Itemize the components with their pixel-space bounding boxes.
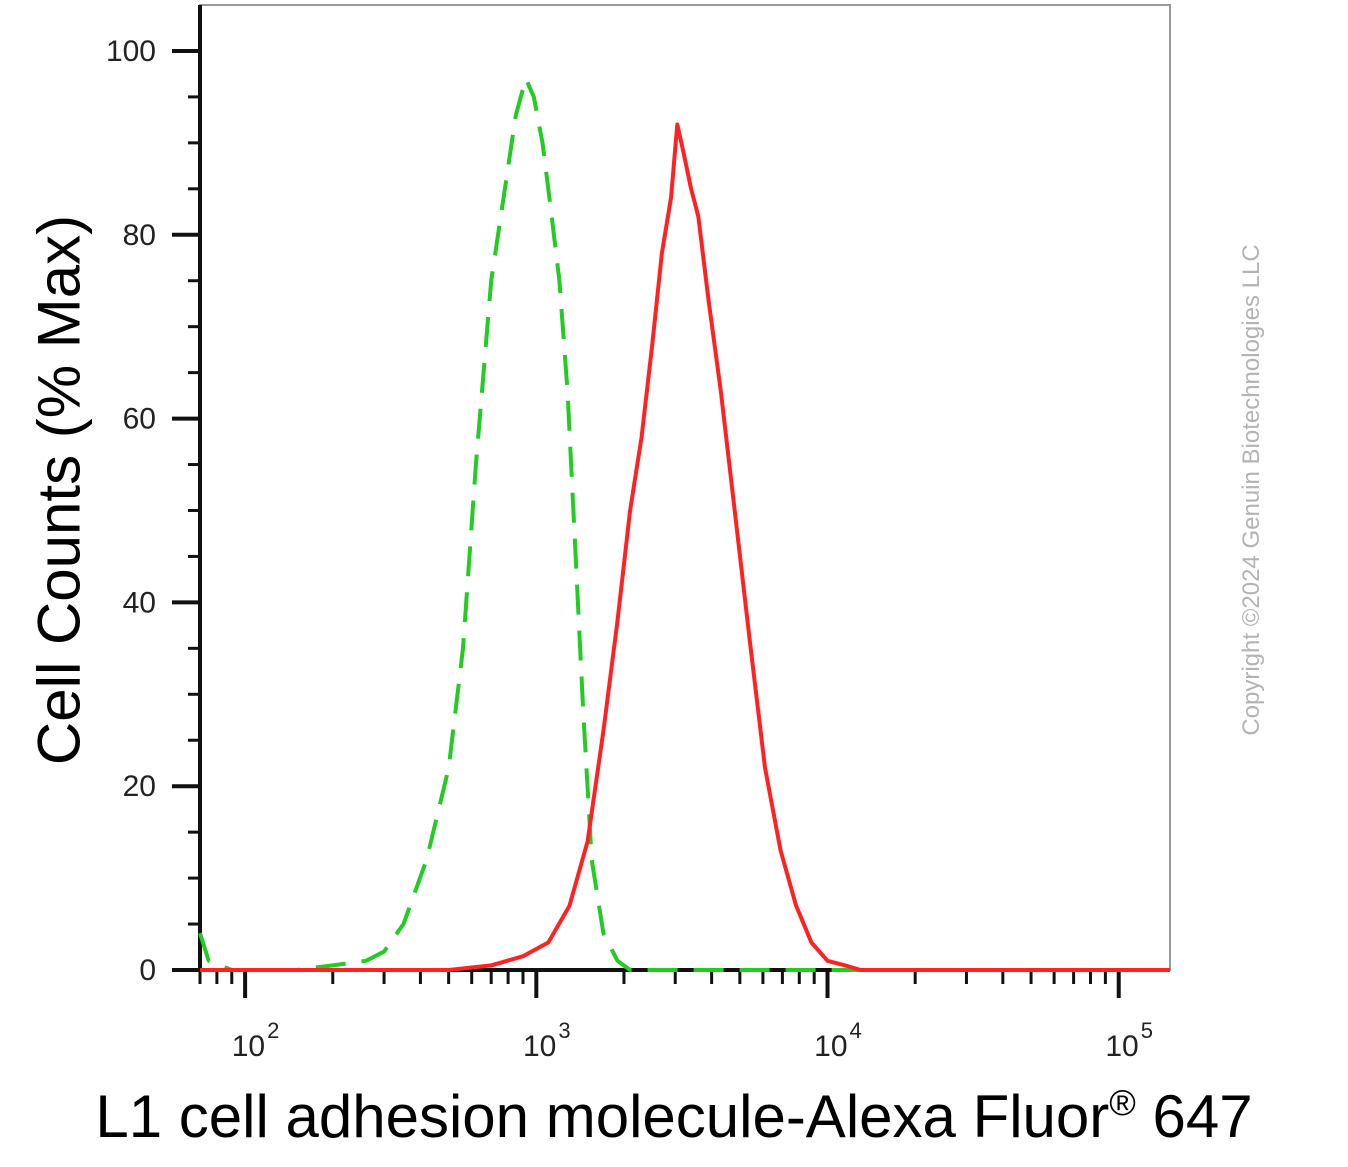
x-axis-label: L1 cell adhesion molecule-Alexa Fluor® 6…	[0, 1082, 1348, 1151]
x-axis-label-main: L1 cell adhesion molecule-Alexa Fluor	[95, 1083, 1110, 1150]
plot-border	[199, 4, 1171, 971]
x-tick-exponent: 2	[267, 1018, 279, 1043]
y-tick-label: 20	[123, 770, 156, 803]
y-axis: 0 20 40 60 80 100	[106, 35, 200, 987]
y-tick-label: 100	[106, 35, 156, 68]
y-tick-label: 0	[139, 954, 156, 987]
x-tick-base: 10	[523, 1030, 556, 1063]
x-tick-label: 10 4	[814, 1018, 862, 1063]
control-histogram-line	[198, 76, 1170, 972]
y-tick-label: 80	[123, 219, 156, 252]
copyright-watermark: Copyright ©2024 Genuin Biotechnologies L…	[1238, 244, 1265, 736]
y-tick-label: 40	[123, 586, 156, 619]
x-tick-base: 10	[232, 1030, 265, 1063]
series-group	[198, 76, 1170, 972]
x-tick-base: 10	[814, 1030, 847, 1063]
x-tick-label: 10 3	[523, 1018, 571, 1063]
y-tick-label: 60	[123, 403, 156, 436]
x-axis: 10 2 10 3 10 4 10 5	[198, 970, 1153, 1063]
x-axis-label-tail: 647	[1152, 1083, 1253, 1150]
x-tick-label: 10 5	[1105, 1018, 1153, 1063]
x-tick-label: 10 2	[232, 1018, 280, 1063]
y-axis-label: Cell Counts (% Max)	[25, 214, 93, 766]
x-tick-exponent: 3	[558, 1018, 570, 1043]
x-tick-exponent: 5	[1141, 1018, 1153, 1043]
x-tick-exponent: 4	[850, 1018, 862, 1043]
x-tick-base: 10	[1105, 1030, 1138, 1063]
y-axis-label-container: Cell Counts (% Max)	[14, 0, 94, 980]
registered-mark: ®	[1109, 1082, 1136, 1123]
sample-histogram-line	[200, 122, 1170, 972]
